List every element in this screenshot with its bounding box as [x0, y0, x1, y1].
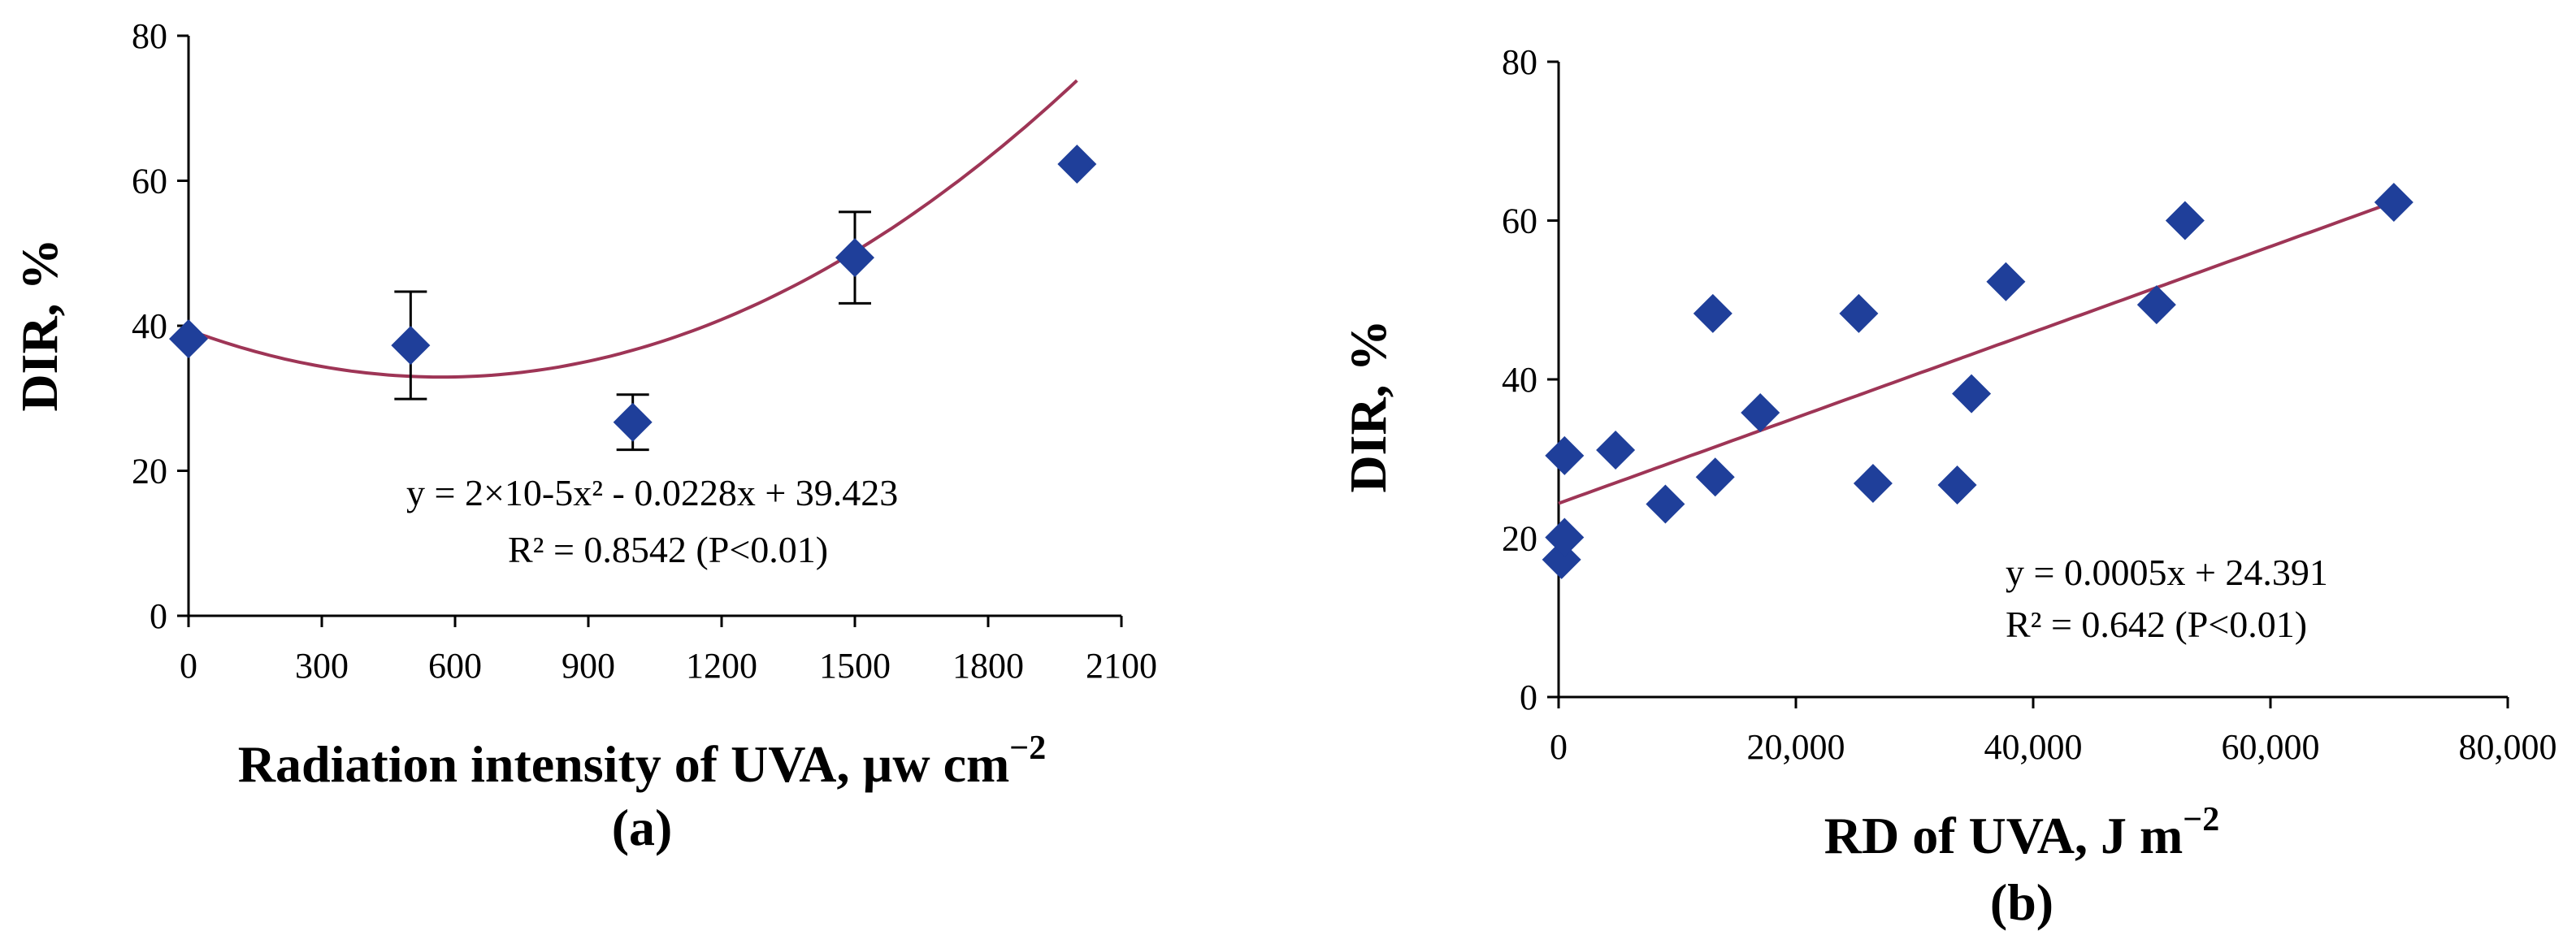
chart-a-y-label: DIR, % [11, 238, 68, 411]
chart-a: 0 20 40 60 80 0 300 600 900 1200 1500 1800 2100 y = … [11, 16, 1157, 856]
chart-b-data-point [1646, 484, 1685, 524]
chart-b-data-point [1937, 466, 1977, 505]
chart-a-y-tick-label: 20 [132, 452, 167, 491]
chart-a-data-point [835, 238, 874, 278]
chart-b-y-tick-label: 0 [1520, 678, 1537, 717]
chart-b-data-point [2374, 183, 2413, 223]
chart-b-points [1542, 183, 2413, 579]
chart-b-ticks: 0 20 40 60 80 0 20,000 40,000 60,000 80,000 [1502, 42, 2557, 767]
chart-b-data-point [1952, 374, 1992, 414]
chart-b-x-tick-label: 60,000 [2222, 727, 2320, 767]
chart-a-x-tick-label: 900 [562, 646, 615, 686]
chart-a-x-tick-label: 0 [180, 646, 197, 686]
chart-a-data-point [169, 319, 208, 359]
chart-b-panel-label: (b) [1990, 873, 2053, 931]
chart-b-y-tick-label: 80 [1502, 42, 1537, 82]
chart-a-data-point [391, 326, 431, 366]
chart-a-y-tick-label: 40 [132, 306, 167, 346]
chart-b-y-tick-label: 40 [1502, 360, 1537, 400]
chart-b-data-point [2165, 201, 2205, 240]
chart-a-x-label-sup: −2 [1009, 730, 1046, 767]
chart-b-data-point [1986, 262, 2026, 301]
chart-b-data-point [1839, 293, 1879, 333]
chart-a-x-tick-label: 2100 [1086, 646, 1157, 686]
chart-b-data-point [1545, 517, 1585, 557]
chart-a-data-point [613, 402, 653, 442]
chart-b-x-tick-label: 20,000 [1747, 727, 1845, 767]
chart-a-x-tick-label: 1800 [952, 646, 1024, 686]
chart-a-x-tick-label: 1200 [686, 646, 757, 686]
chart-a-equation-line1: y = 2×10-5x² - 0.0228x + 39.423 [406, 472, 898, 513]
chart-a-fit-curve [188, 79, 1078, 379]
chart-b-x-tick-label: 80,000 [2459, 727, 2557, 767]
chart-b-data-point [1596, 430, 1636, 470]
chart-b-y-tick-label: 20 [1502, 519, 1537, 559]
chart-b-x-label: RD of UVA, J m−2 [1824, 801, 2219, 864]
chart-a-x-label: Radiation intensity of UVA, µw cm−2 [238, 730, 1046, 793]
chart-b-data-point [2136, 285, 2176, 325]
chart-b-x-label-main: RD of UVA, J m [1824, 807, 2183, 864]
chart-a-points [169, 144, 1097, 452]
chart-b-axes [1557, 62, 2508, 699]
chart-a-data-point [1057, 144, 1097, 184]
chart-a-x-tick-label: 600 [428, 646, 482, 686]
chart-a-panel-label: (a) [612, 799, 673, 856]
chart-b-data-point [1693, 293, 1733, 333]
chart-b-equation-line1: y = 0.0005x + 24.391 [2006, 552, 2328, 593]
chart-a-ticks: 0 20 40 60 80 0 300 600 900 1200 1500 1800 2100 [132, 16, 1157, 686]
chart-a-x-label-main: Radiation intensity of UVA, µw cm [238, 735, 1010, 793]
chart-b-x-tick-label: 40,000 [1984, 727, 2083, 767]
chart-a-y-tick-label: 60 [132, 162, 167, 201]
chart-b-data-point [1695, 457, 1735, 497]
chart-b-data-point [1545, 435, 1585, 475]
chart-a-equation-line2: R² = 0.8542 (P<0.01) [508, 529, 828, 570]
chart-a-x-tick-label: 1500 [819, 646, 891, 686]
chart-b-y-tick-label: 60 [1502, 201, 1537, 241]
chart-b-data-point [1741, 393, 1780, 433]
chart-a-x-tick-label: 300 [295, 646, 349, 686]
chart-b-x-tick-label: 0 [1550, 727, 1568, 767]
chart-b-fit-line [1558, 200, 2395, 505]
chart-a-y-tick-label: 0 [150, 596, 167, 636]
chart-a-y-tick-label: 80 [132, 16, 167, 56]
chart-b-x-label-sup: −2 [2183, 801, 2219, 838]
chart-b-data-point [1853, 464, 1893, 504]
chart-b: 0 20 40 60 80 0 20,000 40,000 60,000 80,000 y = 0… [1339, 42, 2557, 931]
chart-b-equation-line2: R² = 0.642 (P<0.01) [2006, 604, 2307, 645]
chart-b-y-label: DIR, % [1339, 319, 1397, 492]
